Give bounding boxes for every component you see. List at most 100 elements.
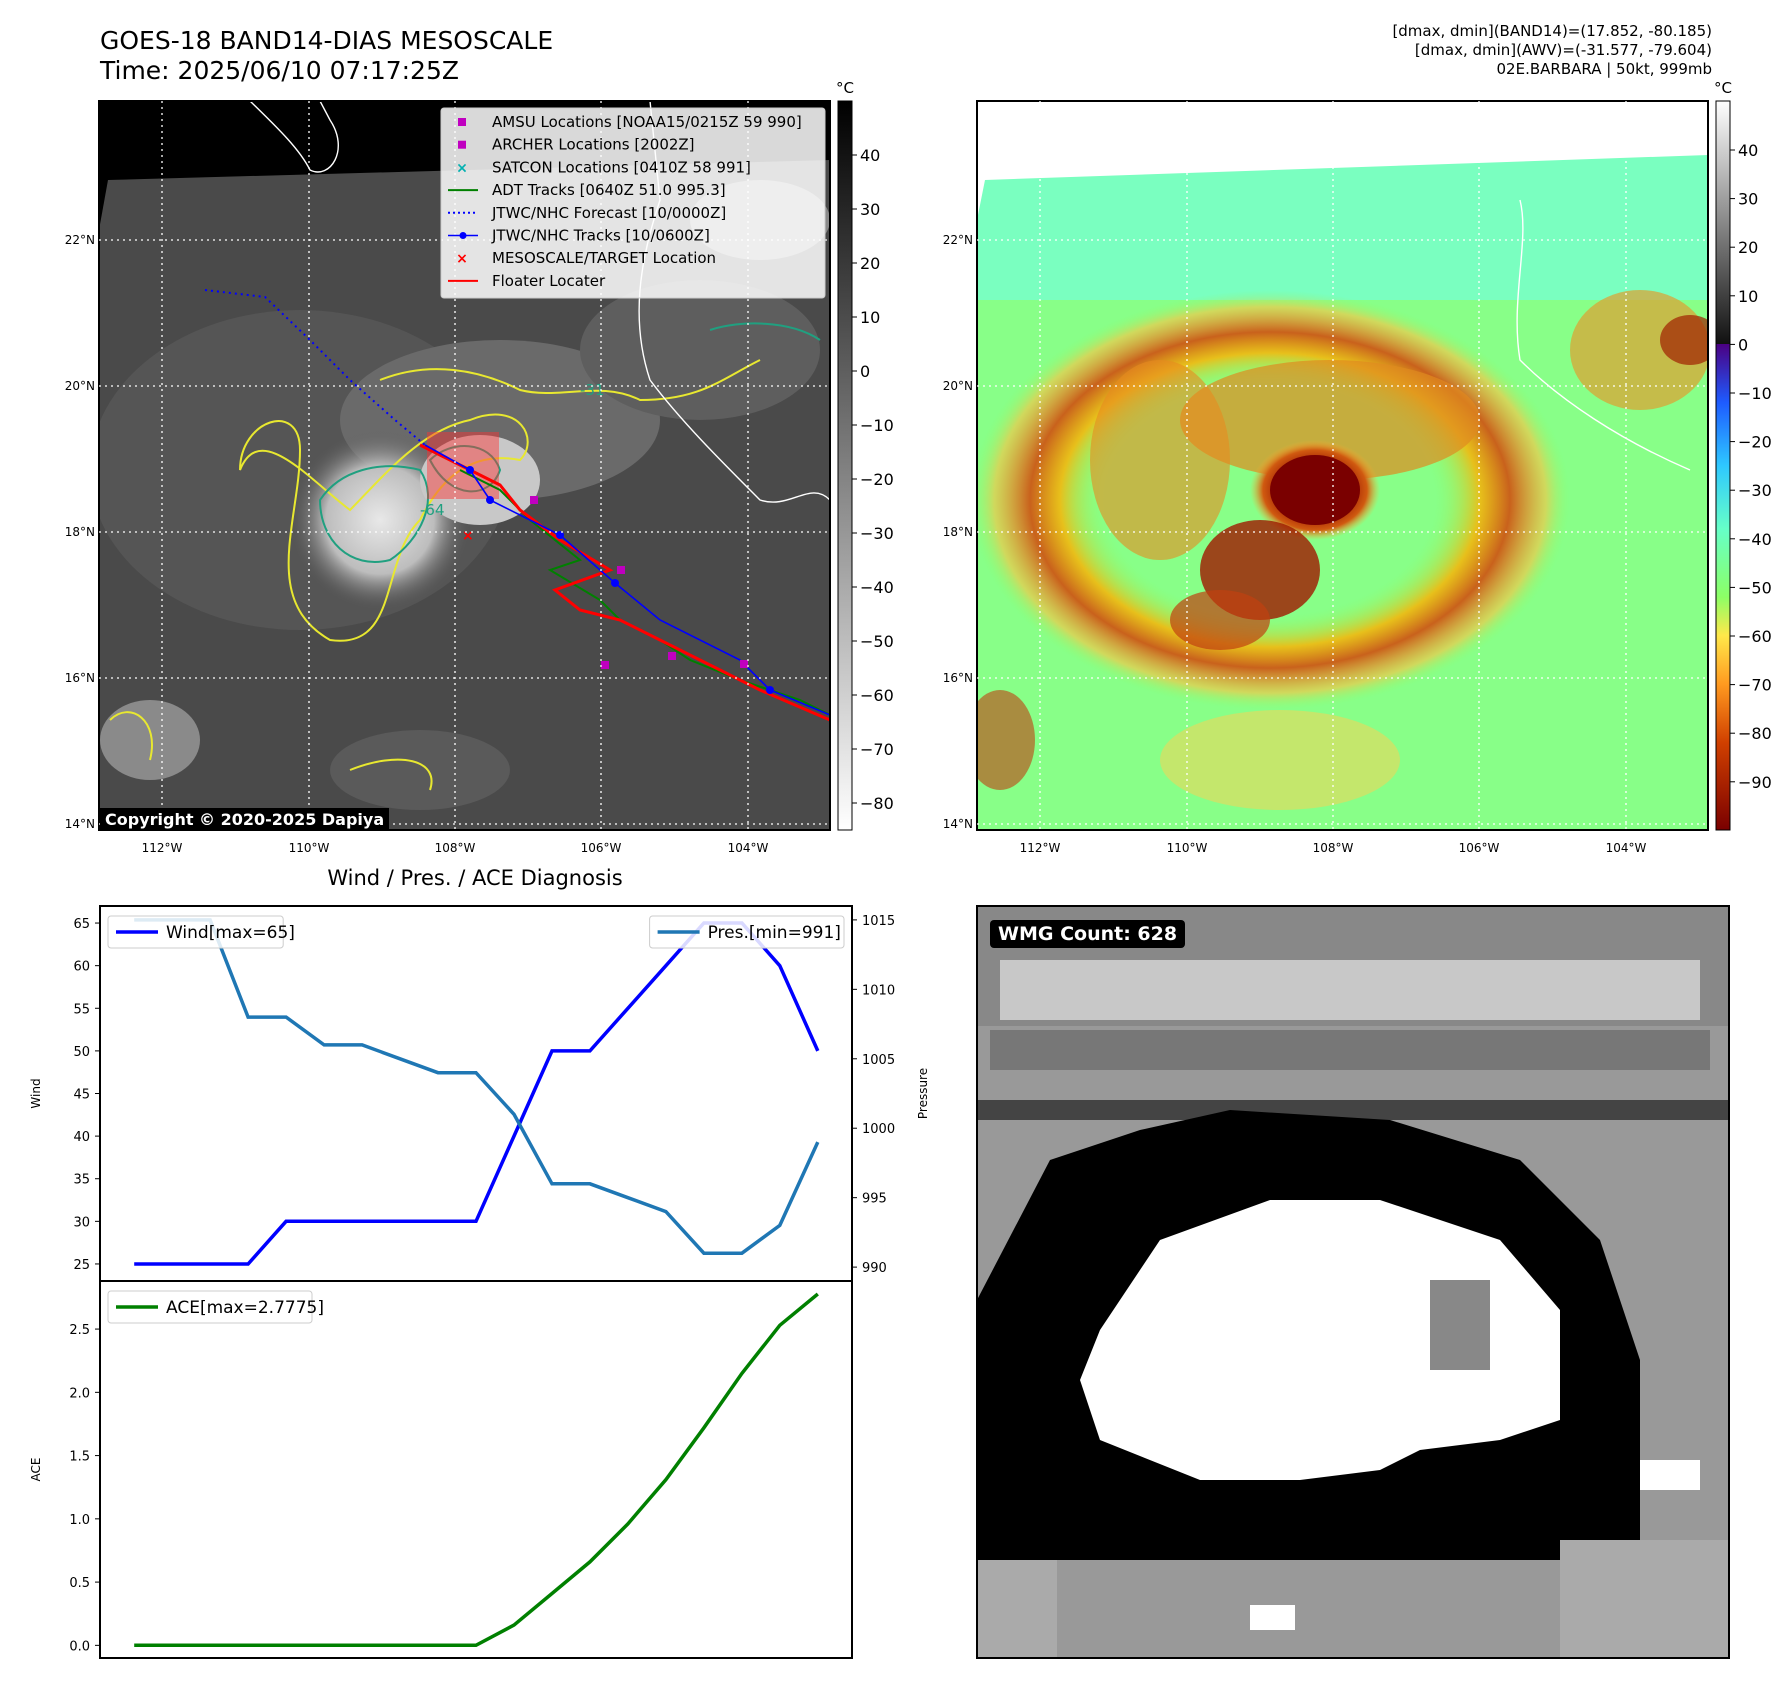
ir-colorbar-tick: 20 [860, 254, 880, 273]
y-tick-label: 30 [73, 1215, 90, 1230]
lat-tick-label: 18°N [943, 525, 973, 539]
lon-tick-label: 108°W [1313, 841, 1354, 855]
legend-item-label: ADT Tracks [0640Z 51.0 995.3] [492, 181, 726, 199]
series-line [134, 1292, 819, 1648]
contour-label-64: -64 [420, 501, 445, 519]
awv-colorbar-bottom [1716, 344, 1730, 830]
lon-tick-label: 110°W [1167, 841, 1208, 855]
lon-tick-label: 110°W [289, 841, 330, 855]
ir-colorbar-tick: −50 [860, 632, 894, 651]
lon-tick-label: 108°W [435, 841, 476, 855]
awv-colorbar-top [1716, 101, 1730, 344]
wmg-panel [976, 905, 1730, 1659]
y-tick-label: 40 [73, 1130, 90, 1145]
awv-colorbar-tick: −90 [1738, 773, 1772, 792]
ir-colorbar-tick: 30 [860, 200, 880, 219]
awv-colorbar-tick: −60 [1738, 627, 1772, 646]
svg-text:×: × [462, 528, 474, 544]
lat-tick-label: 22°N [65, 233, 95, 247]
ir-colorbar-tick: −80 [860, 794, 894, 813]
y2-tick-label: 1010 [862, 983, 895, 998]
lat-tick-label: 20°N [65, 379, 95, 393]
awv-colorbar-tick: −40 [1738, 530, 1772, 549]
awv-colorbar-unit: °C [1714, 79, 1732, 97]
ir-colorbar-tick: −20 [860, 470, 894, 489]
y2-tick-label: 1000 [862, 1122, 895, 1137]
legend-item-label: JTWC/NHC Forecast [10/0000Z] [491, 204, 726, 222]
y-axis-label: ACE [29, 1458, 43, 1482]
awv-colorbar-tick: −30 [1738, 481, 1772, 500]
y-tick-label: 1.5 [69, 1450, 90, 1465]
legend-item-label: Floater Locater [492, 272, 606, 290]
awv-colorbar-ticks: 40 30 20 10 0 −10 −20 −30 −40 −50 −60 −70 −80 −90 [1730, 141, 1772, 792]
wmg-count-badge: WMG Count: 628 [990, 920, 1186, 948]
title-line-1: GOES-18 BAND14-DIAS MESOSCALE [100, 26, 554, 55]
copyright-badge: Copyright © 2020-2025 Dapiya [100, 808, 390, 831]
y2-tick-label: 995 [862, 1192, 887, 1207]
ir-colorbar-tick: −70 [860, 740, 894, 759]
awv-colorbar-tick: −80 [1738, 724, 1772, 743]
lon-tick-label: 104°W [1606, 841, 1647, 855]
ir-map-image: × -64 -31 [99, 101, 830, 830]
lat-tick-label: 16°N [65, 671, 95, 685]
svg-text:×: × [456, 160, 468, 176]
lon-tick-label: 112°W [1020, 841, 1061, 855]
storm-info: [dmax, dmin](BAND14)=(17.852, -80.185) [… [1392, 22, 1712, 79]
ir-colorbar-tick: 10 [860, 308, 880, 327]
chart-legend-label: ACE[max=2.7775] [166, 1298, 324, 1318]
awv-map-image [977, 101, 1708, 830]
y2-axis-label: Pressure [916, 1068, 930, 1119]
awv-colorbar-tick: −70 [1738, 676, 1772, 695]
title-line-2: Time: 2025/06/10 07:17:25Z [100, 56, 459, 85]
lon-tick-label: 104°W [728, 841, 769, 855]
ir-colorbar-tick: −40 [860, 578, 894, 597]
wind-pressure-chart: Wind / Pres. / ACE Diagnosis 25 30 35 40 45 50… [29, 866, 930, 1282]
info-storm: 02E.BARBARA | 50kt, 999mb [1496, 60, 1712, 78]
lat-tick-label: 20°N [943, 379, 973, 393]
ir-colorbar-tick: −10 [860, 416, 894, 435]
awv-colorbar-tick: 30 [1738, 190, 1758, 209]
lat-tick-label: 16°N [943, 671, 973, 685]
awv-colorbar-tick: 20 [1738, 238, 1758, 257]
awv-colorbar-tick: 10 [1738, 287, 1758, 306]
chart-legend-label: Wind[max=65] [166, 923, 295, 943]
awv-colorbar-tick: −10 [1738, 384, 1772, 403]
legend-item-label: SATCON Locations [0410Z 58 991] [492, 158, 751, 176]
y-tick-label: 0.0 [69, 1639, 90, 1654]
awv-colorbar-tick: 40 [1738, 141, 1758, 160]
lat-tick-label: 18°N [65, 525, 95, 539]
y2-tick-label: 1005 [862, 1053, 895, 1068]
legend: AMSU Locations [NOAA15/0215Z 59 990] ARCH… [440, 107, 826, 299]
map-gridlines [99, 101, 1708, 830]
y-tick-label: 65 [73, 917, 90, 932]
ir-colorbar-tick: −30 [860, 524, 894, 543]
y2-tick-label: 1015 [862, 914, 895, 929]
map-tick-labels: 112°W 110°W 108°W 106°W 104°W 22°N 20°N 18°N 16°… [65, 233, 1647, 855]
chart-legend-label: Pres.[min=991] [708, 923, 841, 943]
y-tick-label: 1.0 [69, 1513, 90, 1528]
svg-text:×: × [456, 251, 468, 267]
lon-tick-label: 106°W [581, 841, 622, 855]
page-title: GOES-18 BAND14-DIAS MESOSCALE Time: 2025… [100, 26, 553, 86]
y-tick-label: 2.0 [69, 1386, 90, 1401]
lat-tick-label: 22°N [943, 233, 973, 247]
legend-item-label: MESOSCALE/TARGET Location [492, 249, 716, 267]
ir-colorbar-tick: −60 [860, 686, 894, 705]
series-line [134, 918, 820, 1255]
lat-tick-label: 14°N [65, 817, 95, 831]
info-band14: [dmax, dmin](BAND14)=(17.852, -80.185) [1392, 22, 1712, 40]
y-tick-label: 35 [73, 1173, 90, 1188]
y-tick-label: 55 [73, 1002, 90, 1017]
y2-tick-label: 990 [862, 1261, 887, 1276]
lon-tick-label: 112°W [142, 841, 183, 855]
awv-colorbar-tick: −20 [1738, 433, 1772, 452]
lon-tick-label: 106°W [1459, 841, 1500, 855]
forecast-track [204, 289, 426, 446]
legend-item-label: JTWC/NHC Tracks [10/0600Z] [491, 227, 710, 245]
ir-colorbar-ticks: 40 30 20 10 0 −10 −20 −30 −40 −50 −60 −70 −80 [852, 146, 894, 813]
y-tick-label: 50 [73, 1045, 90, 1060]
y-axis-label: Wind [29, 1078, 43, 1108]
y-tick-label: 25 [73, 1258, 90, 1273]
info-awv: [dmax, dmin](AWV)=(-31.577, -79.604) [1414, 41, 1712, 59]
